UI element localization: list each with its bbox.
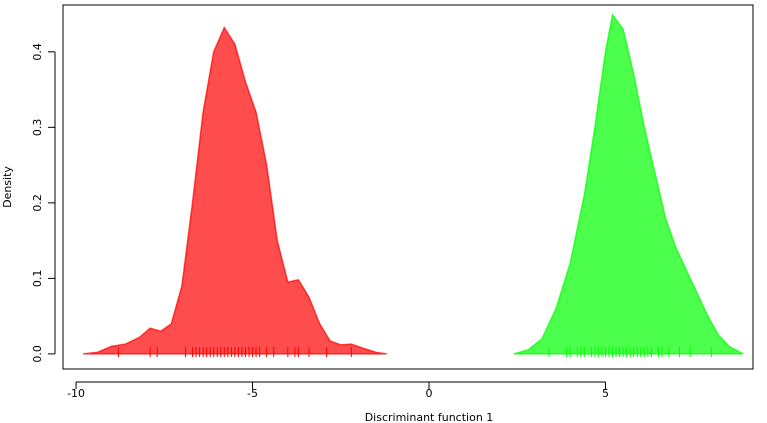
y-axis-title: Density [1,166,14,208]
x-tick-label: -5 [247,387,258,400]
y-tick-label: 0.4 [31,43,44,61]
x-tick-label: 5 [602,387,609,400]
density-area [83,26,387,355]
y-tick-label: 0.0 [31,345,44,363]
y-tick-label: 0.3 [31,119,44,136]
density-area [513,12,744,355]
x-tick-label: 0 [426,387,433,400]
y-tick-label: 0.1 [31,270,44,288]
plot-box [62,4,754,370]
x-axis-title: Discriminant function 1 [365,411,494,423]
y-tick-label: 0.2 [31,194,44,212]
x-tick-label: -10 [67,387,85,400]
